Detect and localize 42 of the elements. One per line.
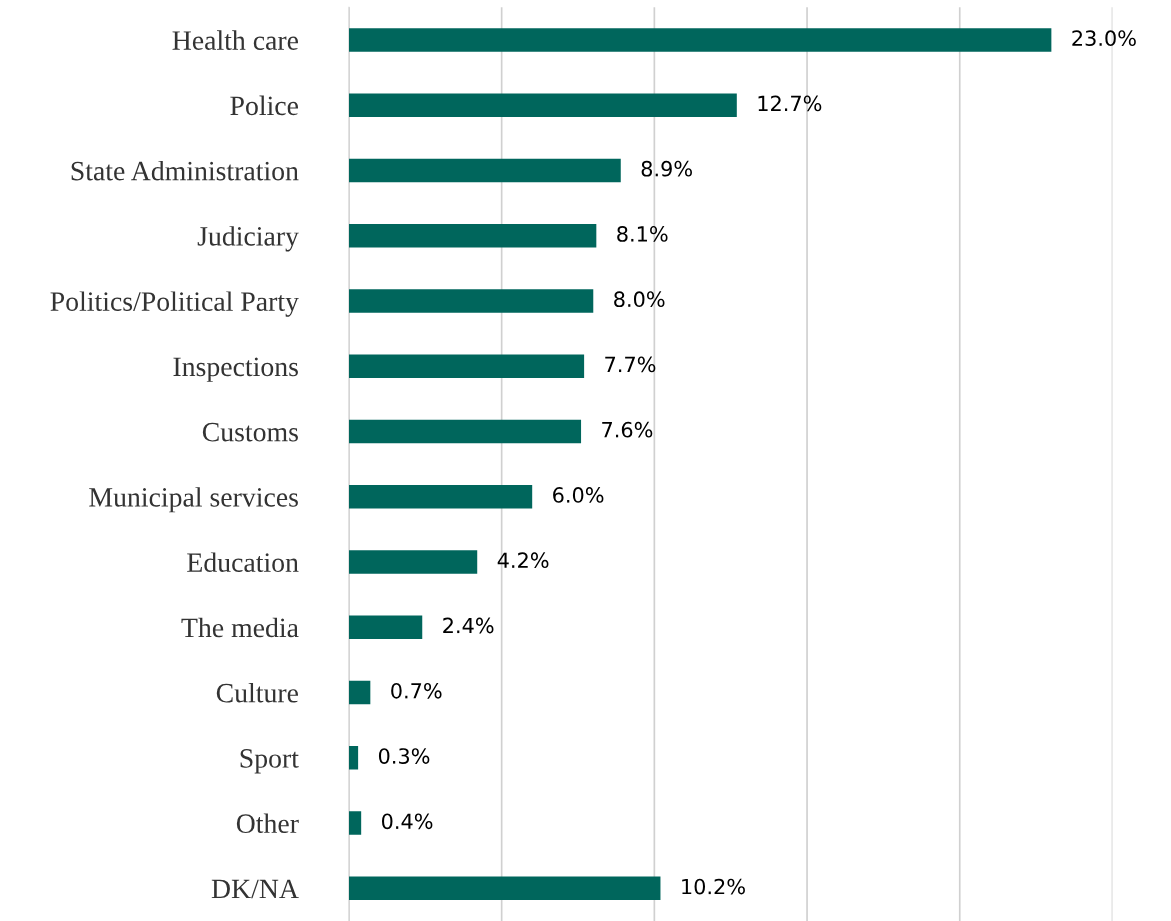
y-tick-label: Politics/Political Party xyxy=(50,291,299,317)
bar xyxy=(348,615,423,640)
data-label: 7.6% xyxy=(602,421,653,438)
data-label: 8.0% xyxy=(614,291,665,308)
y-tick-label: Police xyxy=(230,95,298,116)
y-tick-label: Municipal services xyxy=(89,487,298,513)
bar xyxy=(348,811,362,835)
bar xyxy=(348,746,359,770)
bar xyxy=(348,289,594,313)
data-label: 10.2% xyxy=(682,878,745,895)
bar xyxy=(348,224,597,248)
data-label: 0.3% xyxy=(378,748,430,764)
y-tick-label: Education xyxy=(187,552,299,572)
bar xyxy=(348,419,582,444)
data-label: 2.4% xyxy=(443,617,494,634)
data-label: 7.7% xyxy=(605,356,656,373)
data-label: 12.7% xyxy=(758,95,822,112)
y-tick-label: Culture xyxy=(216,682,298,703)
bar xyxy=(348,354,585,379)
data-label: 4.2% xyxy=(497,552,549,569)
data-label: 0.4% xyxy=(381,813,433,830)
data-label: 23.0% xyxy=(1072,30,1136,47)
data-label: 0.7% xyxy=(391,682,442,699)
y-tick-label: State Administration xyxy=(71,160,299,181)
y-tick-label: Health care xyxy=(172,30,298,50)
data-label: 6.0% xyxy=(553,487,604,503)
y-tick-label: Customs xyxy=(202,422,298,442)
y-tick-label: Judiciary xyxy=(197,226,299,252)
y-tick-label: The media xyxy=(181,617,299,638)
y-tick-label: Sport xyxy=(240,749,299,774)
bar xyxy=(348,28,1052,52)
y-tick-label: Other xyxy=(236,813,299,834)
bar xyxy=(348,680,371,705)
bar xyxy=(348,93,737,117)
data-label: 8.1% xyxy=(617,226,668,242)
y-tick-label: Inspections xyxy=(173,357,298,382)
y-tick-label: DK/NA xyxy=(211,879,299,899)
data-label: 8.9% xyxy=(641,160,692,177)
bar xyxy=(348,876,661,901)
bar xyxy=(348,550,478,574)
bar xyxy=(348,158,621,183)
bar xyxy=(348,485,533,509)
